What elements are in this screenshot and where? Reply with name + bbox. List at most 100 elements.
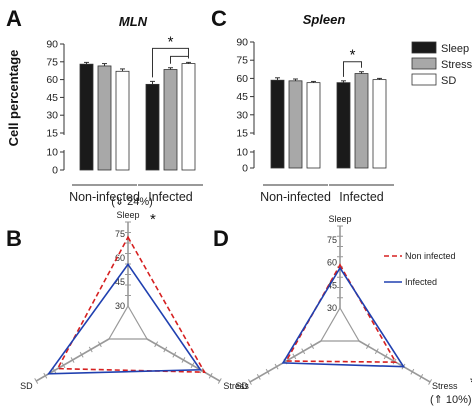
b-radar-tick	[52, 367, 57, 374]
b-radial-tick-label: 60	[115, 253, 125, 263]
mln-significance-bracket	[170, 55, 189, 64]
mln-y-tick-label: 90	[46, 39, 58, 51]
b-radar-tick	[181, 357, 186, 363]
spleen-y-tick-label: 75	[236, 55, 248, 67]
spleen-significance-bracket	[343, 61, 362, 77]
spleen-y-tick-label: 10	[236, 147, 248, 159]
spleen-group-label: Non-infected	[260, 190, 331, 204]
mln-bar	[181, 63, 196, 171]
radar-chart-d: 30 45 60 75 Sleep Stress SD (⇑ 10%) *	[236, 214, 472, 406]
d-radar-inner-ring	[319, 306, 361, 342]
mln-significance-bracket	[152, 47, 189, 78]
spleen-bar	[270, 79, 285, 169]
y-axis-label: Cell percentage	[6, 50, 21, 147]
legend-swatch	[411, 57, 437, 70]
d-radar-tick	[419, 374, 424, 380]
radar-legend: Non infected Infected	[384, 251, 456, 287]
d-significance-star: *	[470, 374, 472, 391]
b-radial-tick-label: 75	[115, 229, 125, 239]
spleen-bar	[288, 80, 303, 169]
legend-swatch	[411, 41, 437, 54]
d-axis-label: Sleep	[328, 214, 351, 224]
spleen-bar	[354, 73, 369, 169]
b-significance-star: *	[150, 211, 156, 228]
spleen-group-label: Infected	[339, 190, 384, 204]
mln-y-tick-label: 30	[46, 110, 58, 122]
d-radar-tick	[428, 379, 432, 385]
b-radar-tick	[190, 362, 195, 369]
panel-letter-a: A	[6, 6, 22, 31]
mln-group-label: Non-infected	[69, 190, 140, 204]
d-axis-label: SD	[236, 381, 249, 391]
d-radar-tick	[383, 353, 388, 360]
b-radar-tick	[43, 372, 48, 379]
spleen-y-tick-label: 60	[236, 73, 248, 85]
panel-letter-d: D	[213, 226, 229, 251]
d-change-annotation: (⇑ 10%)	[430, 394, 472, 406]
b-radar-tick	[154, 341, 159, 348]
mln-bar	[97, 65, 112, 171]
mln-y-tick-label: 75	[46, 56, 58, 68]
bar-legend: Sleep Stress SD	[411, 41, 472, 87]
b-radial-tick-label: 45	[115, 277, 125, 287]
d-radial-tick-label: 30	[327, 303, 337, 313]
legend-label: Sleep	[441, 43, 469, 55]
mln-bar	[79, 63, 94, 171]
legend-swatch	[411, 73, 437, 86]
d-radar-tick	[256, 374, 261, 380]
mln-y-tick-label: 60	[46, 74, 58, 86]
d-series-polygon	[284, 263, 398, 363]
b-radar-tick	[163, 346, 168, 353]
b-radar-inner-ring	[107, 304, 149, 340]
b-radar-tick	[208, 372, 213, 379]
d-radar-tick	[274, 363, 279, 370]
panel-letter-b: B	[6, 226, 22, 251]
d-radar-tick	[374, 348, 379, 355]
b-series-polygon	[47, 263, 202, 375]
legend-label: Stress	[441, 59, 472, 71]
b-radar-tick	[97, 341, 102, 348]
mln-title: MLN	[119, 14, 148, 29]
b-axis-label: SD	[20, 381, 33, 391]
radar-legend-label: Non infected	[405, 251, 456, 261]
spleen-bar-chart: Spleen 0 10 15 30 45 60 75 90 Non-infected Infect…	[236, 12, 394, 204]
b-radar-tick	[70, 357, 75, 363]
d-radar-tick	[301, 348, 306, 355]
panel-letter-c: C	[211, 6, 227, 31]
d-radar-tick	[248, 379, 252, 385]
d-radar-tick	[292, 353, 297, 360]
b-radar-tick	[79, 351, 84, 358]
mln-group-label: Infected	[148, 190, 193, 204]
d-radar-tick	[365, 343, 370, 349]
mln-bar	[145, 83, 160, 171]
b-radar-tick	[61, 362, 66, 369]
d-radial-tick-label: 75	[327, 235, 337, 245]
mln-bar-chart: MLN Cell percentage 0 10 15 30 45 60 75 90 Non-i…	[6, 14, 203, 204]
b-axis-label: Sleep	[116, 210, 139, 220]
mln-significance-star: *	[168, 33, 174, 50]
b-series-polygon	[56, 235, 206, 374]
b-radar-tick	[172, 351, 177, 358]
d-radial-tick-label: 45	[327, 280, 337, 290]
legend-label: SD	[441, 75, 456, 87]
spleen-title: Spleen	[303, 12, 346, 27]
d-radar-tick	[310, 343, 315, 349]
d-axis-label: Stress	[432, 381, 458, 391]
d-radar-tick	[265, 368, 270, 375]
b-radar-tick	[34, 378, 39, 384]
spleen-bar	[372, 79, 387, 169]
radar-legend-label: Infected	[405, 277, 437, 287]
mln-bar	[163, 69, 178, 171]
b-axis-label: Stress	[223, 381, 249, 391]
b-radar-tick	[88, 346, 93, 353]
b-change-annotation: (⇓ 24%)	[111, 196, 153, 208]
d-radial-tick-label: 60	[327, 258, 337, 268]
spleen-bar	[306, 82, 321, 169]
mln-bar	[115, 70, 130, 171]
mln-y-tick-label: 0	[52, 165, 58, 177]
b-radial-tick-label: 30	[115, 301, 125, 311]
d-radar-tick	[410, 368, 415, 375]
spleen-y-tick-label: 30	[236, 109, 248, 121]
